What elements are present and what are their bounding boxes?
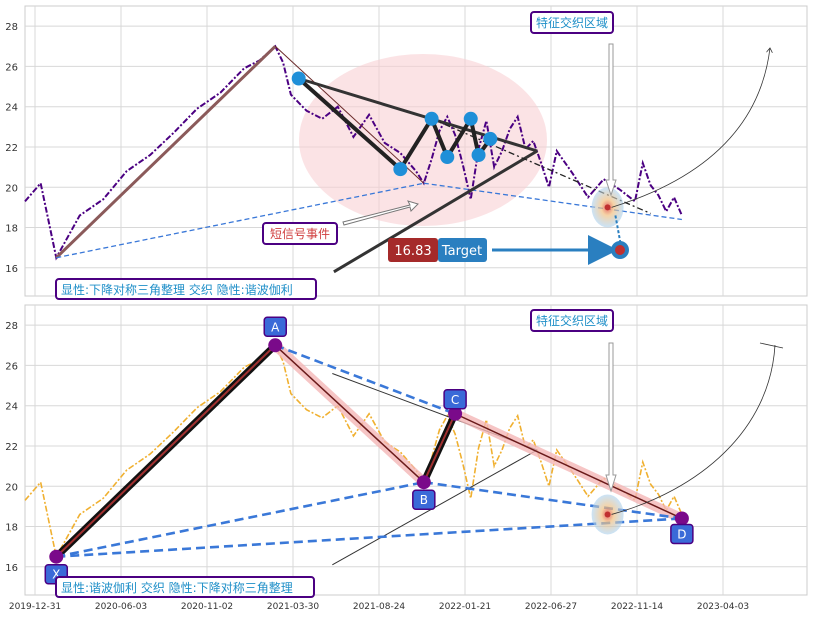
y-tick-label: 20	[5, 482, 18, 493]
y-tick-label: 24	[5, 103, 18, 114]
bottom-feature-zone-label: 特征交织区域	[536, 313, 608, 328]
bottom-price-line	[24, 343, 683, 560]
target-label: Target	[441, 244, 482, 259]
bottom-feature-arrow	[605, 342, 617, 493]
x-tick-label: 2020-06-03	[95, 602, 147, 612]
harmonic-dashed-XB	[56, 480, 425, 559]
harmonic-label-box-c	[443, 389, 467, 410]
top-xa-leg	[55, 45, 277, 259]
harmonic-label-box-d	[670, 523, 694, 545]
target-circle-inner	[615, 245, 625, 255]
x-tick-label: 2023-04-03	[697, 602, 749, 612]
triangle-upper-line	[298, 77, 538, 153]
y-tick-label: 22	[5, 143, 18, 154]
y-tick-label: 24	[5, 402, 18, 413]
harmonic-label-a: A	[271, 320, 280, 334]
x-tick-label: 2021-08-24	[353, 602, 406, 612]
harmonic-xa-leg-inner	[55, 344, 276, 558]
x-tick-label: 2022-11-14	[611, 602, 664, 612]
x-tick-label: 2021-03-30	[267, 602, 320, 612]
top-projection-curve	[611, 48, 770, 208]
target-badge: 16.83 Target	[388, 238, 487, 262]
bottom-projection-curve	[611, 344, 776, 515]
bottom-overlay: X A B C D	[24, 316, 784, 585]
harmonic-dashed-XD	[56, 517, 682, 559]
y-tick-label: 26	[5, 62, 18, 73]
triangle-node	[440, 150, 455, 165]
top-feature-zone-label: 特征交织区域	[536, 15, 608, 30]
y-tick-label: 22	[5, 442, 18, 453]
y-tick-label: 18	[5, 224, 18, 235]
harmonic-node-c	[448, 406, 463, 421]
y-tick-label: 20	[5, 183, 18, 194]
top-grid	[25, 6, 807, 296]
top-feature-arrow	[605, 43, 617, 197]
bottom-caption-box: 显性:谐波伽利 交织 隐性:下降对称三角整理	[55, 576, 315, 598]
harmonic-label-c: C	[451, 393, 459, 407]
harmonic-label-box-b	[412, 489, 436, 510]
bottom-caption: 显性:谐波伽利 交织 隐性:下降对称三角整理	[61, 580, 293, 595]
short-signal-box: 短信号事件	[262, 222, 338, 245]
x-tick-label: 2022-01-21	[439, 602, 491, 612]
top-caption: 显性:下降对称三角整理 交织 隐性:谐波伽利	[61, 282, 293, 297]
x-tick-label: 2019-12-31	[9, 602, 61, 612]
x-tick-label: 2020-11-02	[181, 602, 233, 612]
top-xb-dashed	[56, 182, 424, 259]
short-signal-arrow	[342, 200, 419, 226]
harmonic-label-x: X	[52, 568, 60, 582]
harmonic-dashed-BD	[423, 480, 683, 520]
x-tick-labels: 2019-12-31 2020-06-03 2020-11-02 2021-03-30…	[9, 602, 749, 612]
y-tick-label: 16	[5, 264, 18, 275]
y-tick-label: 26	[5, 361, 18, 372]
harmonic-node-b	[416, 475, 431, 490]
bottom-projection-tick	[759, 342, 784, 349]
top-caption-box: 显性:下降对称三角整理 交织 隐性:谐波伽利	[55, 278, 317, 300]
triangle-zone-ellipse	[299, 54, 547, 226]
y-tick-label: 28	[5, 22, 18, 33]
harmonic-ab-leg	[274, 344, 425, 483]
bottom-y-ticks: 16 18 20 22 24 26 28	[5, 321, 18, 574]
triangle-node	[483, 131, 498, 146]
target-drop-line	[614, 215, 623, 250]
top-feature-zone-box: 特征交织区域	[530, 11, 614, 34]
top-bd-dashed	[423, 182, 682, 221]
top-overlay	[24, 43, 770, 274]
x-tick-label: 2022-06-27	[525, 602, 577, 612]
bottom-panel: 16 18 20 22 24 26 28 X A B C D	[5, 304, 808, 596]
y-tick-label: 18	[5, 523, 18, 534]
harmonic-dashed-AC	[274, 344, 456, 415]
top-y-ticks: 16 18 20 22 24 26 28	[5, 22, 18, 275]
harmonic-label-d: D	[677, 527, 686, 541]
harmonic-label-b: B	[420, 493, 428, 507]
bottom-feature-point	[604, 511, 611, 518]
harmonic-node-x	[49, 549, 64, 564]
triangle-node	[463, 111, 478, 126]
bottom-grid	[25, 305, 807, 595]
harmonic-node-d	[674, 511, 689, 526]
y-tick-label: 16	[5, 563, 18, 574]
top-feature-point	[604, 204, 611, 211]
y-tick-label: 28	[5, 321, 18, 332]
bottom-feature-zone-box: 特征交织区域	[530, 309, 614, 332]
target-value: 16.83	[394, 244, 431, 259]
harmonic-node-a	[268, 338, 283, 353]
triangle-node	[471, 148, 486, 163]
triangle-node	[424, 111, 439, 126]
triangle-node	[393, 162, 408, 177]
short-signal-label: 短信号事件	[270, 227, 330, 241]
harmonic-bc-leg-inner	[422, 413, 457, 483]
top-ab-leg	[274, 45, 425, 184]
triangle-node	[291, 71, 306, 86]
triangle-lower-line	[333, 149, 538, 274]
harmonic-cd-leg	[454, 413, 683, 520]
harmonic-label-box-a	[263, 316, 287, 338]
